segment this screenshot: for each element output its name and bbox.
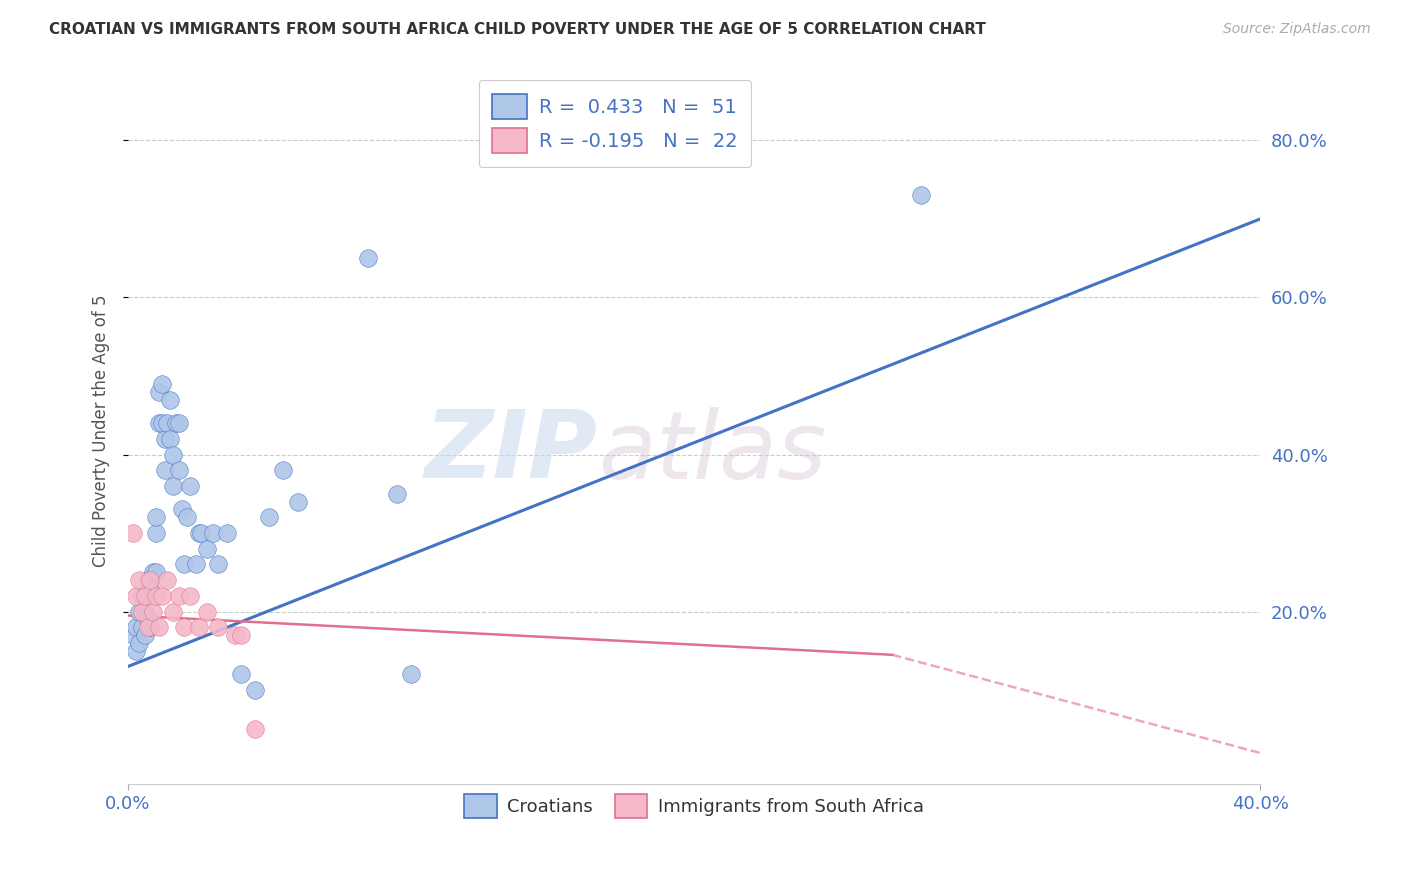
Point bbox=[139, 620, 162, 634]
Point bbox=[156, 573, 179, 587]
Point bbox=[136, 573, 159, 587]
Point bbox=[179, 479, 201, 493]
Point bbox=[159, 392, 181, 407]
Point bbox=[399, 667, 422, 681]
Point bbox=[136, 612, 159, 626]
Point bbox=[273, 463, 295, 477]
Point bbox=[125, 620, 148, 634]
Point bbox=[184, 558, 207, 572]
Point bbox=[176, 510, 198, 524]
Point bbox=[162, 479, 184, 493]
Point bbox=[145, 566, 167, 580]
Text: ZIP: ZIP bbox=[425, 406, 598, 498]
Point bbox=[148, 384, 170, 399]
Point bbox=[131, 605, 153, 619]
Point bbox=[179, 589, 201, 603]
Point bbox=[145, 510, 167, 524]
Point bbox=[167, 463, 190, 477]
Point bbox=[187, 620, 209, 634]
Point bbox=[128, 573, 150, 587]
Point bbox=[139, 573, 162, 587]
Point bbox=[170, 502, 193, 516]
Point bbox=[128, 605, 150, 619]
Point bbox=[167, 416, 190, 430]
Point bbox=[173, 558, 195, 572]
Point bbox=[201, 526, 224, 541]
Point bbox=[207, 620, 229, 634]
Point bbox=[910, 188, 932, 202]
Point bbox=[259, 510, 281, 524]
Point bbox=[142, 566, 165, 580]
Point bbox=[150, 376, 173, 391]
Point bbox=[150, 589, 173, 603]
Point bbox=[125, 589, 148, 603]
Point bbox=[148, 620, 170, 634]
Y-axis label: Child Poverty Under the Age of 5: Child Poverty Under the Age of 5 bbox=[93, 294, 110, 567]
Point bbox=[148, 416, 170, 430]
Point bbox=[159, 432, 181, 446]
Point bbox=[190, 526, 212, 541]
Point bbox=[195, 605, 218, 619]
Point bbox=[207, 558, 229, 572]
Point bbox=[357, 251, 380, 265]
Point bbox=[122, 526, 145, 541]
Point bbox=[385, 487, 408, 501]
Point bbox=[122, 628, 145, 642]
Point bbox=[215, 526, 238, 541]
Point bbox=[145, 589, 167, 603]
Text: CROATIAN VS IMMIGRANTS FROM SOUTH AFRICA CHILD POVERTY UNDER THE AGE OF 5 CORREL: CROATIAN VS IMMIGRANTS FROM SOUTH AFRICA… bbox=[49, 22, 986, 37]
Point bbox=[134, 589, 156, 603]
Point bbox=[243, 723, 266, 737]
Point bbox=[173, 620, 195, 634]
Point bbox=[187, 526, 209, 541]
Point bbox=[125, 644, 148, 658]
Point bbox=[229, 628, 252, 642]
Point bbox=[134, 605, 156, 619]
Point bbox=[156, 416, 179, 430]
Point bbox=[131, 620, 153, 634]
Point bbox=[150, 416, 173, 430]
Point bbox=[153, 432, 176, 446]
Point bbox=[136, 620, 159, 634]
Text: Source: ZipAtlas.com: Source: ZipAtlas.com bbox=[1223, 22, 1371, 37]
Point bbox=[195, 541, 218, 556]
Point bbox=[243, 683, 266, 698]
Point bbox=[287, 494, 309, 508]
Legend: Croatians, Immigrants from South Africa: Croatians, Immigrants from South Africa bbox=[457, 788, 931, 825]
Point bbox=[131, 589, 153, 603]
Point bbox=[162, 605, 184, 619]
Point bbox=[128, 636, 150, 650]
Point bbox=[153, 463, 176, 477]
Point bbox=[139, 581, 162, 595]
Point bbox=[134, 628, 156, 642]
Point bbox=[165, 416, 187, 430]
Point bbox=[145, 526, 167, 541]
Point bbox=[167, 589, 190, 603]
Point bbox=[229, 667, 252, 681]
Point bbox=[142, 605, 165, 619]
Point bbox=[162, 448, 184, 462]
Text: atlas: atlas bbox=[598, 407, 827, 498]
Point bbox=[224, 628, 246, 642]
